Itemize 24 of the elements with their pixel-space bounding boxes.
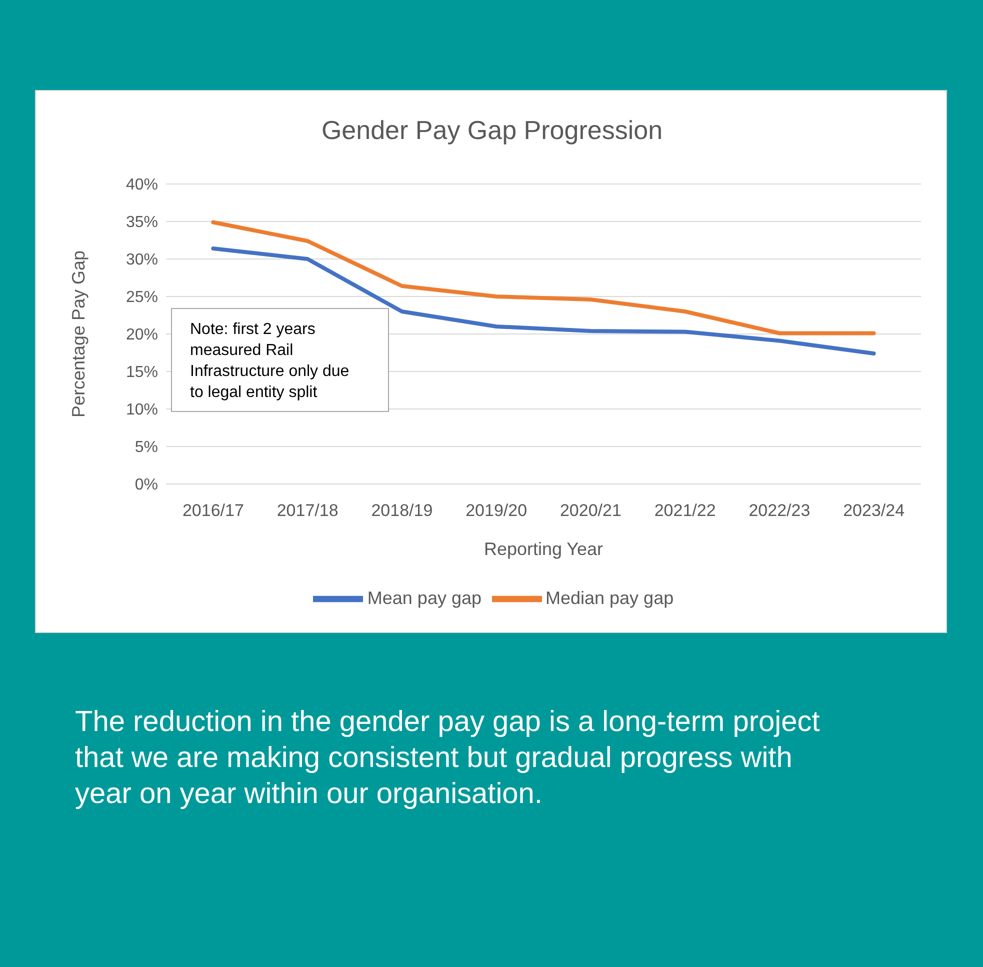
- y-tick-label: 10%: [126, 402, 158, 419]
- y-axis-title: Percentage Pay Gap: [68, 250, 88, 418]
- y-tick-label: 30%: [126, 252, 158, 269]
- x-tick-label: 2016/17: [182, 501, 244, 520]
- y-tick-label: 35%: [126, 214, 158, 232]
- y-tick-label: 5%: [134, 439, 158, 456]
- y-tick-label: 0%: [134, 476, 158, 494]
- text: The reduction in the gender pay gap is a long-term project that we are making consistent but gradual progress with year on year within our organisation.: [75, 705, 821, 812]
- legend-label: Mean pay gap: [367, 588, 482, 608]
- y-tick-label: 15%: [126, 364, 158, 382]
- x-tick-label: 2020/21: [560, 501, 622, 520]
- y-tick-label: 40%: [126, 176, 158, 194]
- x-axis-title: Reporting Year: [484, 538, 604, 559]
- x-tick-label: 2019/20: [466, 501, 528, 520]
- x-tick-label: 2023/24: [843, 501, 905, 520]
- chart-title: Gender Pay Gap Progression: [320, 115, 664, 146]
- x-tick-label: 2022/23: [748, 501, 810, 520]
- y-tick-label: 25%: [126, 289, 158, 306]
- x-tick-label: 2017/18: [276, 501, 338, 520]
- legend-label: Median pay gap: [546, 588, 674, 608]
- note-box: Note: first 2 years measured Rail Infrastructure only due to legal entity split: [171, 308, 389, 412]
- x-tick-label: 2021/22: [654, 501, 716, 520]
- x-tick-label: 2018/19: [371, 501, 433, 520]
- y-tick-label: 20%: [126, 326, 158, 344]
